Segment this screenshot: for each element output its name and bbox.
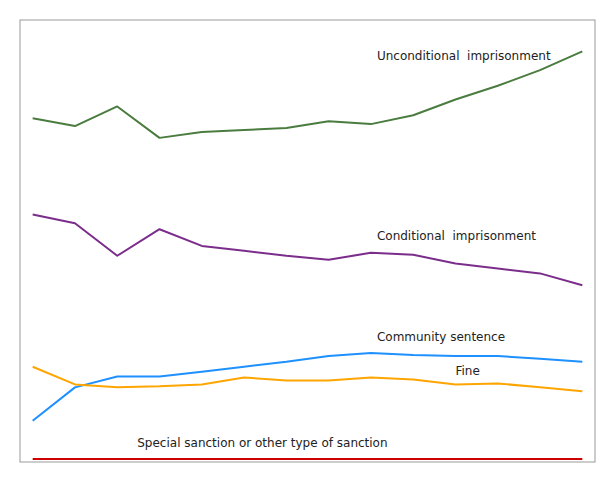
series-label: Fine [455,364,479,378]
series-line [33,51,583,137]
chart: Unconditional imprisonment Conditional im… [0,0,609,488]
series-label: Unconditional imprisonment [377,49,551,63]
plot-frame [20,20,595,462]
series-line [33,458,583,460]
series-label: Conditional imprisonment [377,229,536,243]
series-line [33,353,583,421]
series-label: Community sentence [377,330,505,344]
lines [33,51,583,459]
series-label: Special sanction or other type of sancti… [137,436,387,450]
series-line [33,214,583,285]
series-line [33,367,583,392]
